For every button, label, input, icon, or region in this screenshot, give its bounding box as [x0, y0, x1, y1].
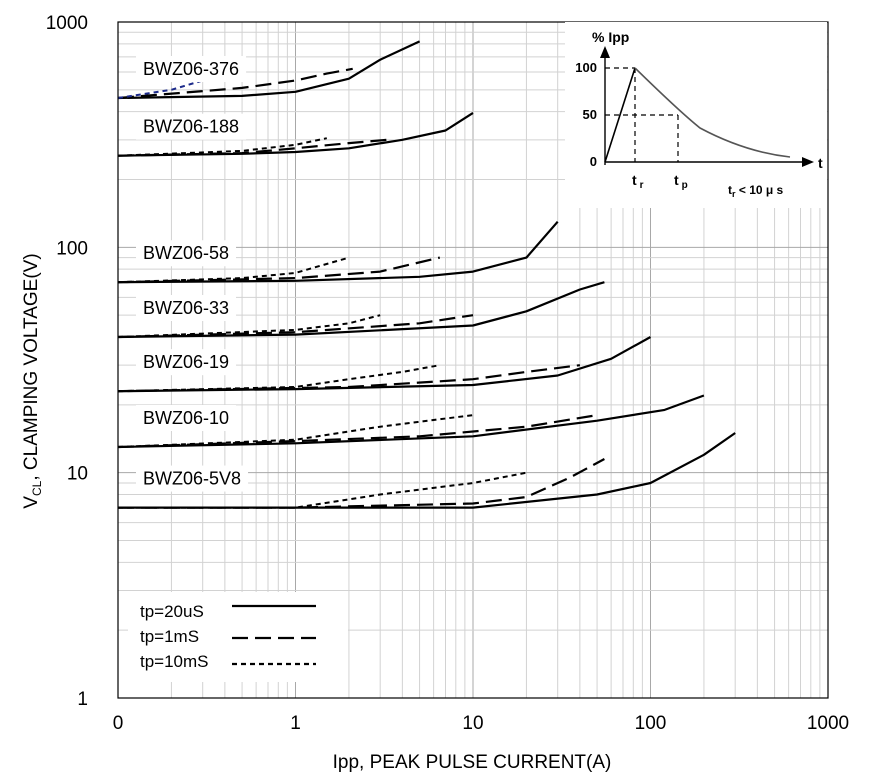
x-tick-label: 1000 [807, 713, 849, 734]
series-line-long-dash [117, 67, 353, 100]
device-series-group [117, 281, 605, 339]
inset-x-label: t [818, 155, 823, 171]
inset-x-arrow [802, 157, 814, 167]
plot-frame [117, 21, 829, 699]
x-axis-label: Ipp, PEAK PULSE CURRENT(A) [333, 752, 612, 773]
x-tick-label: 100 [635, 713, 667, 734]
series-line-short-dash [117, 364, 440, 393]
x-tick-label: 1 [290, 713, 301, 734]
inset-tr-note: tr < 10 μ s [728, 183, 784, 199]
y-tick-label: 100 [56, 238, 88, 259]
inset-tr-main: t [632, 172, 637, 188]
y-axis-label-rest: , CLAMPING VOLTAGE(V) [21, 253, 42, 480]
series-line-solid [118, 432, 736, 509]
x-tick-label: 0 [113, 713, 124, 734]
device-series-group [118, 432, 736, 509]
series-line-solid [117, 281, 605, 339]
inset-decay-curve [634, 67, 791, 158]
legend-label-1ms: tp=1mS [140, 627, 199, 646]
inset-tick-0: 0 [590, 154, 597, 169]
series-line-long-dash [117, 138, 388, 157]
device-label: BWZ06-10 [143, 408, 229, 428]
series-line-long-dash [117, 314, 474, 339]
series-line-short-dash [117, 414, 474, 448]
series-line-solid [117, 220, 559, 284]
inset-note-main: t [728, 183, 732, 197]
series-line-short-dash [117, 314, 381, 338]
inset-tr-sub: r [640, 180, 644, 191]
y-axis-label: VCL, CLAMPING VOLTAGE(V) [21, 253, 44, 508]
device-labels: BWZ06-376 BWZ06-188 BWZ06-58 BWZ06-33 BWZ06-… [136, 55, 249, 492]
device-label: BWZ06-5V8 [143, 469, 241, 489]
device-label-background [136, 113, 247, 140]
legend-label-10ms: tp=10mS [140, 652, 209, 671]
device-label-background [136, 55, 247, 82]
y-tick-label: 1 [77, 689, 88, 710]
legend: tp=20uS tp=1mS tp=10mS [128, 592, 348, 682]
inset-note-sub: r [732, 189, 736, 199]
device-series-group [117, 394, 705, 449]
device-label: BWZ06-376 [143, 59, 239, 79]
inset-y-arrow [600, 46, 610, 58]
device-label-background [136, 295, 237, 322]
series-line-short-dash [117, 69, 226, 99]
device-series-group [117, 336, 652, 393]
y-tick-label: 10 [67, 464, 88, 485]
y-tick-label: 1000 [46, 13, 88, 34]
device-label-background [136, 404, 237, 431]
inset-rise-edge [604, 67, 636, 163]
device-label-background [136, 240, 237, 267]
device-label-background [136, 349, 237, 376]
device-label: BWZ06-58 [143, 243, 229, 263]
device-label: BWZ06-19 [143, 352, 229, 372]
inset-note-rest: < 10 μ s [736, 183, 784, 197]
device-series-group [117, 220, 559, 284]
inset-y-label: % Ipp [592, 29, 629, 45]
inset-tp-main: t [674, 172, 679, 188]
y-axis-label-subscript: CL [30, 480, 44, 496]
legend-label-20us: tp=20uS [140, 602, 204, 621]
device-series-group [117, 40, 421, 100]
series-line-long-dash [117, 256, 441, 284]
inset-tick-100: 100 [575, 60, 597, 75]
y-axis-label-main: V [21, 496, 42, 509]
inset-tp-sub: p [682, 180, 688, 191]
inset-tick-50: 50 [583, 107, 597, 122]
device-label-background [136, 465, 249, 492]
data-series [117, 40, 736, 509]
series-line-short-dash [118, 471, 527, 509]
x-tick-label: 10 [462, 713, 483, 734]
device-label: BWZ06-33 [143, 298, 229, 318]
device-series-group [117, 111, 474, 157]
series-line-solid [117, 40, 421, 100]
device-label: BWZ06-188 [143, 117, 239, 137]
series-line-solid [117, 394, 705, 449]
series-line-short-dash [117, 137, 328, 157]
